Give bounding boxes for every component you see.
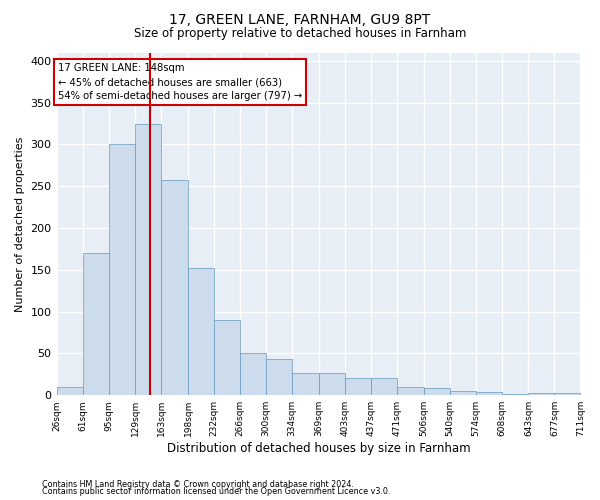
Bar — [83, 253, 109, 395]
Text: Size of property relative to detached houses in Farnham: Size of property relative to detached ho… — [134, 28, 466, 40]
Text: Contains public sector information licensed under the Open Government Licence v3: Contains public sector information licen… — [42, 487, 391, 496]
Bar — [56, 387, 83, 395]
Y-axis label: Number of detached properties: Number of detached properties — [15, 136, 25, 312]
Text: 17 GREEN LANE: 148sqm
← 45% of detached houses are smaller (663)
54% of semi-det: 17 GREEN LANE: 148sqm ← 45% of detached … — [58, 64, 302, 102]
Bar — [424, 388, 450, 395]
Bar — [476, 392, 502, 395]
Bar — [214, 320, 240, 395]
Bar — [161, 180, 188, 395]
Bar — [319, 372, 345, 395]
Bar — [136, 124, 161, 395]
Bar — [266, 360, 292, 395]
Bar — [292, 372, 319, 395]
Bar — [397, 387, 424, 395]
Bar — [240, 354, 266, 395]
Text: 17, GREEN LANE, FARNHAM, GU9 8PT: 17, GREEN LANE, FARNHAM, GU9 8PT — [169, 12, 431, 26]
Bar — [345, 378, 371, 395]
Bar — [554, 392, 580, 395]
X-axis label: Distribution of detached houses by size in Farnham: Distribution of detached houses by size … — [167, 442, 470, 455]
Bar — [529, 392, 554, 395]
Bar — [188, 268, 214, 395]
Bar — [502, 394, 529, 395]
Bar — [450, 391, 476, 395]
Bar — [109, 144, 136, 395]
Bar — [371, 378, 397, 395]
Text: Contains HM Land Registry data © Crown copyright and database right 2024.: Contains HM Land Registry data © Crown c… — [42, 480, 354, 489]
